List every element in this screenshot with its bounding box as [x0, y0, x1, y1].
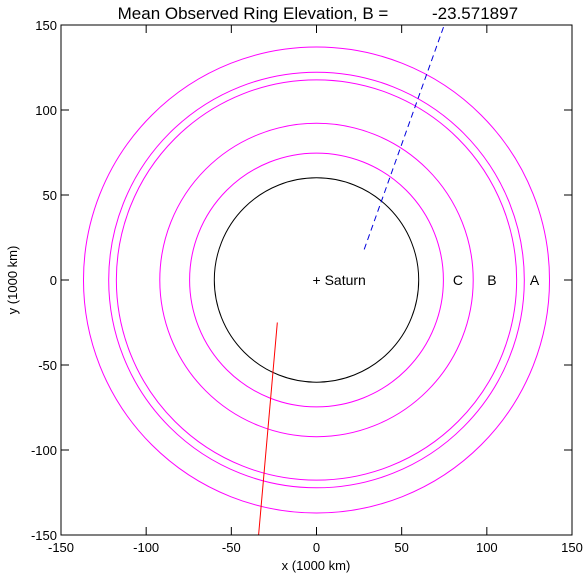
planet-layer [213, 177, 420, 383]
ring-2 [159, 122, 474, 438]
y-tick-labels: -150 -100 -50 0 50 100 150 [31, 18, 57, 543]
rings-layer [82, 46, 551, 514]
ring-label-b: B [487, 272, 496, 288]
x-tick-label: -100 [133, 540, 159, 555]
x-tick-label: -50 [222, 540, 241, 555]
x-tick-label: -150 [48, 540, 74, 555]
ring-5 [82, 46, 551, 514]
y-tick-label: 0 [50, 273, 57, 288]
x-tick-label: 100 [476, 540, 498, 555]
ring-4 [108, 71, 525, 489]
y-tick-label: 150 [35, 18, 57, 33]
x-tick-labels: -150 -100 -50 0 50 100 150 [48, 540, 583, 555]
y-tick-label: 50 [43, 188, 57, 203]
y-tick-label: 100 [35, 103, 57, 118]
axis-ticks [60, 24, 573, 536]
y-tick-label: -50 [38, 358, 57, 373]
chart-title: Mean Observed Ring Elevation, B = [118, 4, 389, 23]
solid-line-2 [258, 322, 278, 536]
ring-3 [115, 79, 518, 481]
chart-title-value: -23.571897 [432, 4, 518, 23]
y-axis-label: y (1000 km) [5, 246, 20, 315]
ring-label-c: C [453, 272, 463, 288]
x-tick-label: 50 [394, 540, 408, 555]
direction-lines-layer [258, 24, 445, 536]
planet-label: + Saturn [313, 272, 366, 288]
planet-disk [213, 177, 420, 383]
x-tick-label: 0 [313, 540, 320, 555]
ring-label-a: A [530, 272, 540, 288]
dashed-line-1 [363, 24, 445, 250]
ring-1 [189, 152, 444, 408]
y-tick-label: -100 [31, 443, 57, 458]
y-tick-label: -150 [31, 528, 57, 543]
x-tick-label: 150 [561, 540, 583, 555]
x-axis-label: x (1000 km) [282, 558, 351, 573]
